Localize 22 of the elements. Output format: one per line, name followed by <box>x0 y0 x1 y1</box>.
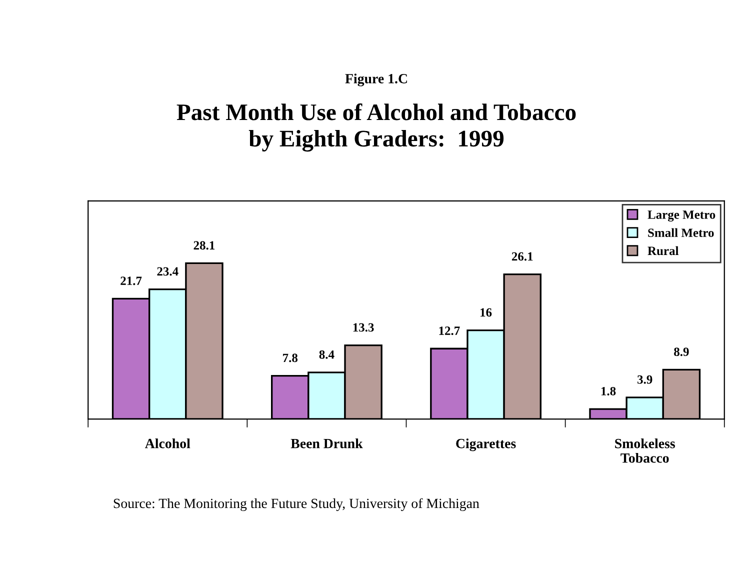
chart-subtitle: Figure 1.C <box>345 74 407 86</box>
legend-label: Large Metro <box>648 210 716 222</box>
x-tick-label: Been Drunk <box>290 438 363 448</box>
data-label: 16 <box>480 308 492 317</box>
data-label: 21.7 <box>120 276 142 286</box>
data-label: 23.4 <box>157 267 178 276</box>
legend-label: Small Metro <box>648 228 714 238</box>
legend-label: Rural <box>648 246 679 256</box>
data-label: 13.3 <box>353 323 374 332</box>
x-tick-label: Smokeless Tobacco <box>615 438 675 463</box>
data-label: 8.4 <box>319 350 334 359</box>
data-label: 3.9 <box>638 375 652 384</box>
data-label: 28.1 <box>194 241 215 250</box>
source-note: Source: The Monitoring the Future Study, University of Michigan <box>114 498 480 511</box>
data-label: 7.8 <box>283 354 298 362</box>
data-label: 8.9 <box>674 348 689 356</box>
data-label: 1.8 <box>601 386 616 396</box>
x-tick-label: Alcohol <box>145 438 190 448</box>
chart-title: Past Month Use of Alcohol and Tobacco by Eighth Graders: 1999 <box>176 103 576 152</box>
data-label: 26.1 <box>512 252 533 261</box>
data-label: 12.7 <box>439 326 460 336</box>
x-tick-label: Cigarettes <box>456 438 516 452</box>
